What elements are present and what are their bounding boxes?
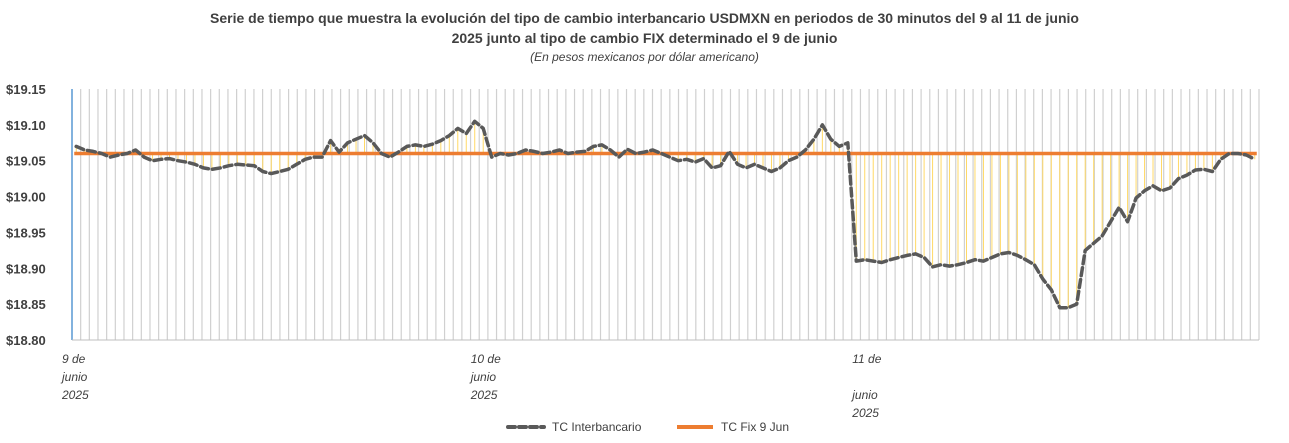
plot-area: $19.15 $19.10 $19.05 $19.00 $18.95 $18.90 $18.… [6, 82, 1260, 420]
legend-item-fix: TC Fix 9 Jun [675, 420, 789, 434]
y-tick-label: $18.95 [6, 225, 46, 240]
legend-label-fix: TC Fix 9 Jun [721, 420, 790, 434]
y-tick-label: $19.00 [6, 190, 46, 205]
x-tick-label: junio [469, 370, 497, 384]
interbank-series-line [74, 119, 1257, 310]
x-tick-label: 2025 [61, 388, 89, 402]
legend-dashed-line-icon [506, 425, 546, 429]
y-tick-label: $19.05 [6, 154, 46, 169]
legend-label-interbancario: TC Interbancario [552, 420, 642, 434]
x-tick-label: 11 de [852, 352, 881, 366]
x-tick-label: 2025 [851, 406, 879, 420]
x-tick-label: junio [60, 370, 88, 384]
y-tick-label: $19.15 [6, 82, 46, 97]
y-tick-label: $19.10 [6, 118, 46, 133]
y-tick-label: $18.85 [6, 297, 46, 312]
chart-title-line-2: 2025 junto al tipo de cambio FIX determi… [451, 30, 838, 46]
legend: TC Interbancario TC Fix 9 Jun [0, 420, 1289, 438]
x-tick-label: 9 de [62, 352, 86, 366]
y-tick-label: $18.80 [6, 333, 46, 348]
chart-subtitle: (En pesos mexicanos por dólar americano) [530, 50, 759, 64]
y-tick-label: $18.90 [6, 261, 46, 276]
x-tick-label: 10 de [471, 352, 501, 366]
x-tick-label: junio [850, 388, 878, 402]
chart-title-line-1: Serie de tiempo que muestra la evolución… [210, 10, 1079, 26]
legend-item-interbancario: TC Interbancario [506, 420, 641, 434]
legend-solid-line-icon [677, 425, 713, 429]
x-tick-label: 2025 [470, 388, 498, 402]
